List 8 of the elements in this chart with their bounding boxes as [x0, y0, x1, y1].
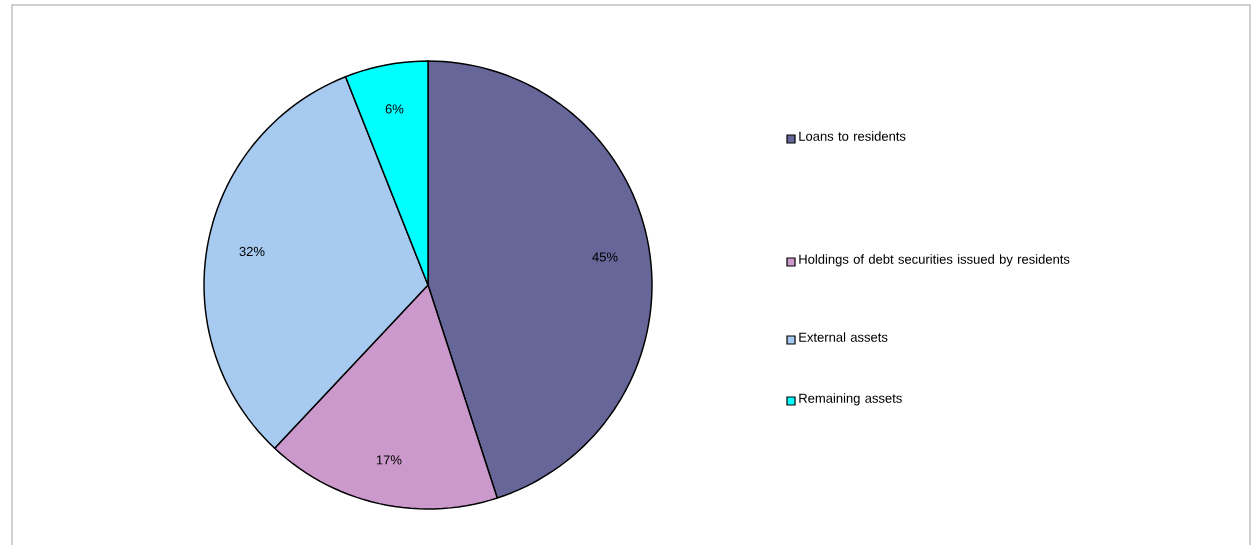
legend-label: Loans to residents [799, 131, 906, 142]
legend-label: Holdings of debt securities issued by residents [799, 254, 1070, 267]
data-label: 6% [385, 104, 404, 114]
legend-label: Remaining assets [799, 393, 902, 406]
data-label: 17% [376, 455, 402, 465]
data-label: 32% [239, 247, 265, 257]
legend-label: External assets [799, 332, 888, 343]
data-label: 45% [592, 252, 618, 262]
